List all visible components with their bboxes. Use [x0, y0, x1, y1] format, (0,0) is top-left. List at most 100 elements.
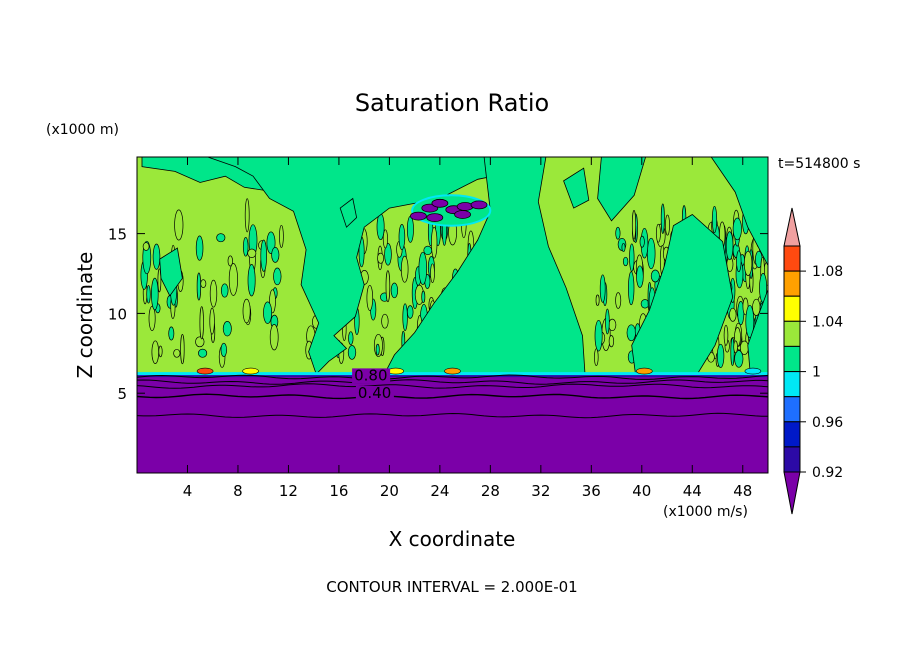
boundary-edge — [137, 375, 768, 378]
x-tick-label: 48 — [733, 482, 752, 500]
x-tick-label: 36 — [582, 482, 601, 500]
streak — [228, 263, 238, 296]
sea-patch — [339, 197, 358, 228]
contour-labels: 0.800.40 — [352, 366, 394, 402]
streak — [418, 251, 428, 285]
streak — [636, 265, 644, 288]
streak — [174, 209, 184, 241]
streak — [730, 337, 735, 366]
streak — [244, 198, 250, 233]
contour-label: 0.40 — [358, 384, 391, 402]
contour-line — [137, 412, 768, 419]
dry-cell — [454, 210, 472, 219]
streak — [430, 263, 435, 283]
streak — [665, 214, 670, 236]
streak — [406, 215, 414, 243]
y-tick-label: 5 — [117, 385, 127, 403]
colorbar-segment — [783, 270, 801, 297]
streak — [646, 237, 656, 270]
streak — [733, 340, 738, 354]
streak — [716, 343, 725, 368]
streak — [195, 235, 204, 261]
contour-label-bg — [355, 386, 394, 401]
streak — [390, 282, 399, 299]
dry-cell — [470, 200, 488, 210]
x-tick-label: 32 — [531, 482, 550, 500]
colorbar-segment — [783, 371, 801, 398]
streak — [734, 350, 744, 368]
x-units-label: (x1000 m/s) — [663, 504, 748, 520]
y-axis-ticks: 5 10 15 — [108, 226, 768, 403]
x-tick-label: 28 — [481, 482, 500, 500]
streak — [266, 231, 276, 255]
colorbar-segment — [783, 446, 801, 473]
streak — [220, 283, 229, 298]
x-tick-label: 20 — [380, 482, 399, 500]
streak — [247, 264, 256, 297]
streak — [263, 301, 273, 324]
x-tick-label: 44 — [683, 482, 702, 500]
lower-region-fill — [137, 374, 768, 473]
y-axis-label: Z coordinate — [73, 252, 97, 379]
streak — [745, 304, 755, 339]
streak — [629, 243, 635, 272]
streak — [216, 233, 226, 243]
colorbar-label: 1.08 — [812, 264, 843, 280]
streak — [621, 242, 626, 253]
x-tick-label: 8 — [233, 482, 243, 500]
streak — [199, 306, 204, 340]
streak — [743, 250, 753, 276]
streak — [151, 277, 159, 311]
colorbar-segment — [783, 396, 801, 423]
streak — [348, 331, 354, 346]
streak — [595, 294, 600, 306]
streak — [599, 274, 606, 303]
x-axis-ticks: 4 8 12 16 20 24 28 32 36 40 44 48 — [183, 157, 752, 500]
streak — [173, 348, 181, 358]
colorbar-label: 0.96 — [812, 415, 843, 431]
sea-patch — [207, 157, 517, 375]
contour-line — [137, 379, 768, 385]
streak — [381, 313, 389, 329]
colorbar-segments — [783, 207, 801, 515]
streak — [260, 239, 267, 272]
streak — [375, 343, 380, 356]
streak — [366, 284, 374, 311]
streak — [242, 298, 251, 324]
contour-lines — [137, 374, 768, 419]
streak — [222, 321, 232, 337]
streak — [209, 279, 218, 308]
colorbar-segment — [783, 295, 801, 322]
streak — [247, 248, 257, 258]
streak — [615, 226, 621, 240]
contour-line — [137, 374, 768, 380]
colorbar-segment — [783, 320, 801, 347]
y-tick-label: 15 — [108, 226, 127, 244]
colorbar-label: 1 — [812, 365, 821, 381]
streak — [402, 303, 408, 332]
streak — [398, 224, 406, 250]
streak — [406, 305, 414, 319]
colorbar-segment — [783, 421, 801, 448]
colorbar-top-arrow — [783, 207, 801, 247]
streak — [273, 267, 282, 286]
streak — [384, 243, 392, 266]
warm-spot — [196, 367, 214, 375]
colorbar-label: 1.04 — [812, 314, 843, 330]
streak — [400, 255, 409, 283]
sea-patch — [159, 247, 183, 297]
streak — [421, 290, 426, 304]
streak — [729, 307, 737, 322]
streak — [142, 242, 150, 251]
warm-spot — [744, 367, 762, 375]
contour-interval-note: CONTOUR INTERVAL = 2.000E-01 — [326, 578, 577, 596]
x-tick-label: 24 — [430, 482, 449, 500]
sea-patch — [710, 157, 768, 266]
streak — [146, 285, 151, 304]
streak — [431, 226, 438, 259]
streak — [382, 229, 388, 249]
sea-patch — [383, 157, 586, 375]
streak — [377, 252, 385, 264]
